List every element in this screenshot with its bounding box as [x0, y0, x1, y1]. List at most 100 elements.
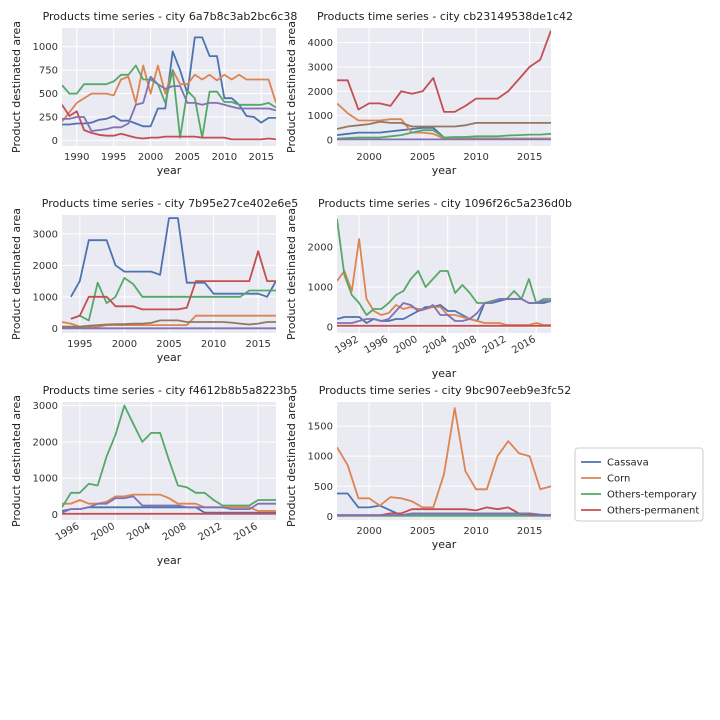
series-line-corn: [62, 314, 276, 328]
x-axis-label: year: [157, 554, 182, 567]
series-line-corn: [337, 407, 551, 509]
series-group: [337, 218, 551, 327]
y-tick-label: 2000: [308, 87, 333, 98]
y-tick-label: 250: [39, 112, 58, 123]
y-tick-label: 2000: [33, 437, 58, 448]
y-tick-label: 1500: [308, 422, 333, 433]
legend-label: Cassava: [607, 458, 649, 469]
y-tick-label: 500: [39, 89, 58, 100]
x-tick-label: 2012: [196, 521, 224, 543]
series-line-others-permanent: [62, 104, 276, 141]
y-axis-label: Product destinated area: [10, 21, 23, 153]
x-tick-label: 2000: [138, 152, 163, 163]
subplot-1: 1990 1995 2000 2005 2010 2015 0 250 500 750 1000 Pr…: [10, 10, 297, 177]
series-line-unnamed: [62, 495, 276, 514]
x-tick-label: 2000: [392, 334, 420, 356]
series-line-others-temporary: [70, 276, 276, 322]
x-tick-label: 2008: [451, 334, 479, 356]
y-tick-label: 1000: [33, 474, 58, 485]
y-tick-label: 2000: [33, 261, 58, 272]
x-tick-label: 2010: [463, 152, 488, 163]
x-tick-label: 2012: [481, 334, 509, 356]
y-tick-label: 3000: [308, 62, 333, 73]
x-tick-label: 2016: [510, 334, 538, 356]
series-line-unnamed: [62, 319, 276, 328]
series-group: [62, 36, 276, 141]
x-tick-label: 2005: [410, 152, 435, 163]
subplot-title: Products time series - city 1096f26c5a23…: [318, 197, 572, 210]
subplot-3: 1995 2000 2005 2010 2015 0 1000 2000 3000 Product…: [10, 197, 298, 364]
x-tick-label: 2000: [356, 526, 381, 537]
y-tick-label: 2000: [308, 243, 333, 254]
subplot-title: Products time series - city 7b95e27ce402…: [42, 197, 298, 210]
x-tick-label: 2004: [125, 521, 153, 543]
y-tick-label: 4000: [308, 38, 333, 49]
y-tick-label: 0: [327, 135, 333, 146]
x-tick-label: 1996: [363, 334, 391, 356]
series-line-unnamed: [337, 298, 551, 324]
x-tick-label: 2008: [161, 521, 189, 543]
y-tick-label: 3000: [33, 401, 58, 412]
series-group: [337, 30, 551, 141]
x-tick-label: 2000: [112, 339, 137, 350]
series-line-others-permanent: [337, 30, 551, 113]
subplot-4: 1992 1996 2000 2004 2008 2012 2016010002000Pro…: [285, 197, 572, 380]
series-line-unnamed: [337, 120, 551, 130]
series-line-unnamed: [62, 75, 276, 132]
y-tick-label: 1000: [308, 452, 333, 463]
y-axis-label: Product destinated area: [10, 208, 23, 340]
x-tick-label: 2004: [422, 334, 450, 356]
y-tick-label: 0: [52, 136, 58, 147]
series-group: [62, 217, 276, 330]
y-axis-label: Product destinated area: [10, 395, 23, 527]
x-tick-label: 1990: [64, 152, 89, 163]
y-tick-label: 0: [327, 323, 333, 334]
x-tick-label: 2010: [201, 339, 226, 350]
x-tick-label: 2015: [245, 339, 270, 350]
x-axis-label: year: [432, 538, 457, 551]
y-axis-label: Product destinated area: [285, 395, 298, 527]
x-tick-label: 2000: [356, 152, 381, 163]
y-axis-label: Product destinated area: [285, 208, 298, 340]
x-tick-label: 1995: [101, 152, 126, 163]
subplot-title: Products time series - city cb23149538de…: [317, 10, 573, 23]
x-axis-label: year: [432, 164, 457, 177]
subplot-title: Products time series - city f4612b8b5a82…: [43, 384, 298, 397]
plot-area: [337, 215, 551, 333]
x-tick-label: 2015: [249, 152, 274, 163]
x-tick-label: 2015: [517, 152, 542, 163]
subplot-2: 2000 2005 2010 2015 0 1000 2000 3000 4000 Product…: [285, 10, 573, 177]
x-tick-label: 2005: [175, 152, 200, 163]
series-line-unnamed: [337, 512, 551, 517]
legend-label: Others-temporary: [607, 490, 697, 501]
series-line-others-temporary: [337, 218, 551, 316]
x-tick-label: 2000: [89, 521, 117, 543]
series-line-others-temporary: [337, 129, 551, 140]
series-group: [337, 407, 551, 517]
y-tick-label: 750: [39, 66, 58, 77]
y-tick-label: 1000: [308, 283, 333, 294]
legend: Cassava Corn Others-temporary Others-perman…: [574, 447, 704, 522]
y-tick-label: 0: [327, 512, 333, 523]
series-line-others-permanent: [70, 250, 276, 320]
x-tick-label: 2015: [517, 526, 542, 537]
series-group: [62, 404, 276, 515]
y-tick-label: 0: [52, 324, 58, 335]
y-tick-label: 0: [52, 510, 58, 521]
y-tick-label: 1000: [33, 42, 58, 53]
series-line-corn: [62, 64, 276, 123]
x-axis-label: year: [157, 351, 182, 364]
y-tick-label: 3000: [33, 229, 58, 240]
y-tick-label: 1000: [33, 292, 58, 303]
x-tick-label: 1992: [333, 334, 361, 356]
x-tick-label: 2005: [410, 526, 435, 537]
series-line-cassava: [62, 506, 276, 514]
x-tick-label: 2005: [156, 339, 181, 350]
x-axis-label: year: [157, 164, 182, 177]
subplot-5: 1996 2000 2004 2008 2012 2016 0 1000 2000 3000 Pro…: [10, 384, 297, 567]
series-line-others-temporary: [62, 404, 276, 508]
x-axis-label: year: [432, 367, 457, 380]
legend-label: Others-permanent: [607, 506, 699, 517]
series-line-cassava: [70, 217, 276, 298]
